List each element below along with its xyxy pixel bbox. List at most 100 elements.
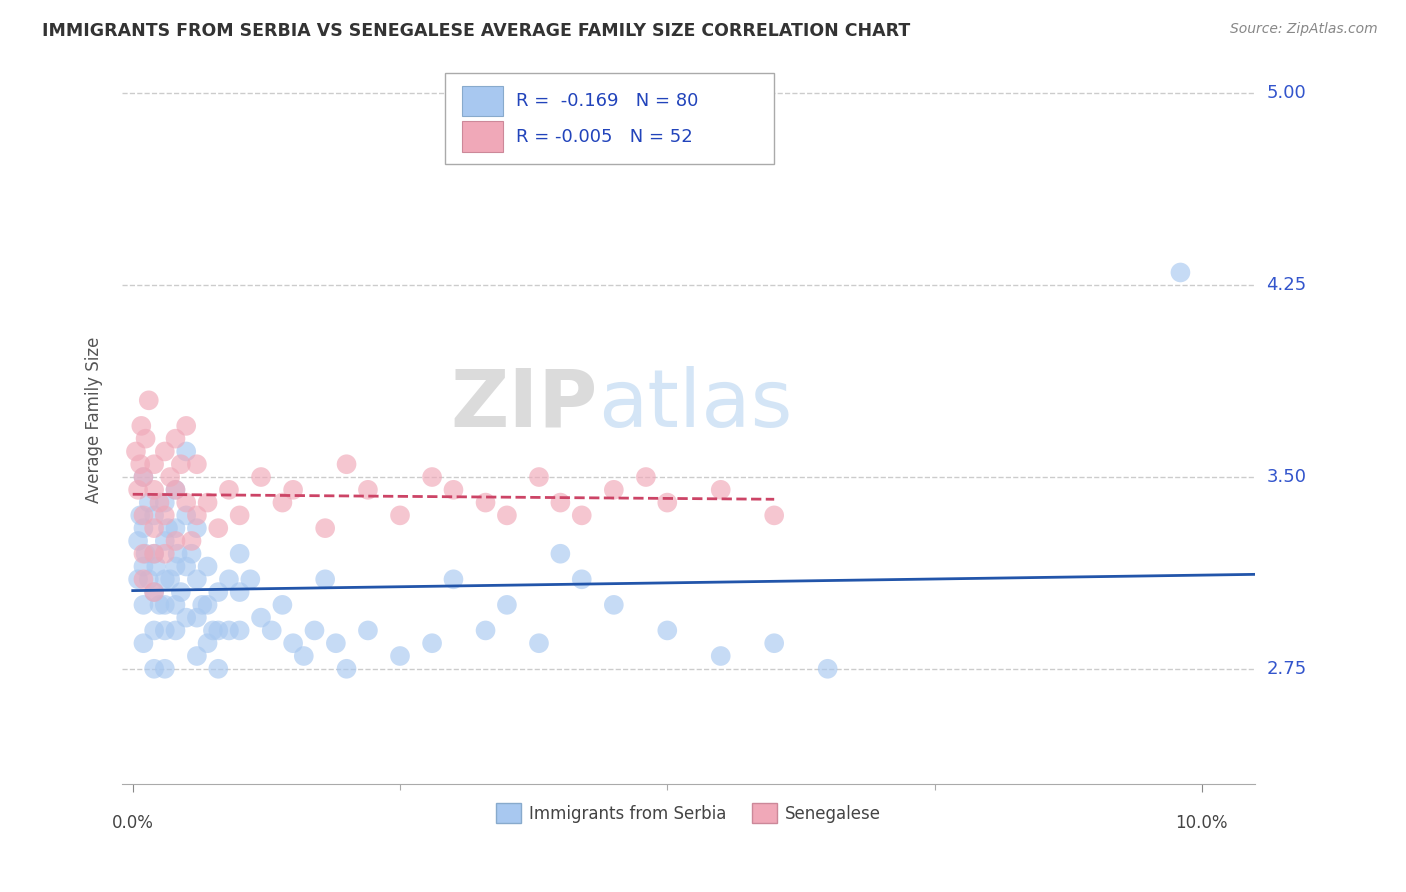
Point <box>174 418 197 433</box>
Point <box>174 559 197 574</box>
Point <box>186 521 208 535</box>
Point <box>132 470 155 484</box>
Point <box>165 559 187 574</box>
Point <box>165 521 187 535</box>
Point <box>335 662 357 676</box>
Point <box>132 572 155 586</box>
Point <box>143 547 166 561</box>
Point <box>132 470 155 484</box>
Point <box>132 521 155 535</box>
Point <box>443 483 465 497</box>
Point <box>389 648 412 663</box>
Point <box>239 572 262 586</box>
Point <box>271 495 294 509</box>
Point <box>710 648 733 663</box>
Point <box>207 662 229 676</box>
Point <box>763 636 786 650</box>
Point <box>250 610 273 624</box>
Point <box>657 495 679 509</box>
Point <box>1170 265 1192 279</box>
Point <box>496 598 519 612</box>
Point <box>218 483 240 497</box>
Point <box>174 495 197 509</box>
Point <box>550 547 572 561</box>
Point <box>166 547 188 561</box>
Point <box>180 547 202 561</box>
Point <box>132 636 155 650</box>
Point <box>218 572 240 586</box>
FancyBboxPatch shape <box>463 121 503 152</box>
Point <box>135 547 157 561</box>
Point <box>186 572 208 586</box>
Point <box>165 624 187 638</box>
FancyBboxPatch shape <box>463 86 503 116</box>
Point <box>153 533 176 548</box>
Point <box>186 610 208 624</box>
Point <box>325 636 347 650</box>
Point <box>304 624 326 638</box>
Point <box>129 418 152 433</box>
Point <box>143 624 166 638</box>
Point <box>127 572 149 586</box>
Point <box>314 521 336 535</box>
Point <box>143 521 166 535</box>
Point <box>174 444 197 458</box>
Point <box>174 610 197 624</box>
Point <box>228 547 250 561</box>
Text: 3.50: 3.50 <box>1267 468 1306 486</box>
Legend: Immigrants from Serbia, Senegalese: Immigrants from Serbia, Senegalese <box>489 797 887 830</box>
Text: R =  -0.169   N = 80: R = -0.169 N = 80 <box>516 92 699 110</box>
Point <box>129 508 152 523</box>
Point <box>153 572 176 586</box>
Point <box>314 572 336 586</box>
Point <box>153 662 176 676</box>
Point <box>657 624 679 638</box>
Point <box>165 483 187 497</box>
Point <box>170 585 193 599</box>
Point <box>207 585 229 599</box>
Point <box>157 521 180 535</box>
Point <box>143 457 166 471</box>
Point <box>292 648 315 663</box>
Point <box>132 598 155 612</box>
Point <box>228 585 250 599</box>
Point <box>335 457 357 471</box>
Point <box>420 636 443 650</box>
Point <box>281 636 304 650</box>
Point <box>186 648 208 663</box>
Point <box>420 470 443 484</box>
Point <box>228 508 250 523</box>
Point <box>143 508 166 523</box>
Point <box>143 585 166 599</box>
Point <box>817 662 839 676</box>
Text: ZIP: ZIP <box>451 366 598 444</box>
Point <box>603 598 626 612</box>
Point <box>165 533 187 548</box>
Point <box>129 457 152 471</box>
Point <box>143 547 166 561</box>
Point <box>180 533 202 548</box>
Point <box>186 508 208 523</box>
Point <box>571 572 593 586</box>
Point <box>125 444 148 458</box>
Point <box>207 521 229 535</box>
Point <box>186 457 208 471</box>
Y-axis label: Average Family Size: Average Family Size <box>86 336 103 503</box>
Text: IMMIGRANTS FROM SERBIA VS SENEGALESE AVERAGE FAMILY SIZE CORRELATION CHART: IMMIGRANTS FROM SERBIA VS SENEGALESE AVE… <box>42 22 911 40</box>
Point <box>165 598 187 612</box>
Point <box>148 598 170 612</box>
Text: 10.0%: 10.0% <box>1175 814 1227 832</box>
Point <box>250 470 273 484</box>
Point <box>132 508 155 523</box>
Text: 5.00: 5.00 <box>1267 85 1306 103</box>
Point <box>138 495 160 509</box>
Text: atlas: atlas <box>598 366 793 444</box>
Point <box>159 572 181 586</box>
Point <box>389 508 412 523</box>
Point <box>603 483 626 497</box>
Point <box>228 624 250 638</box>
Point <box>260 624 283 638</box>
Point <box>153 495 176 509</box>
Point <box>474 624 496 638</box>
Text: 0.0%: 0.0% <box>112 814 153 832</box>
